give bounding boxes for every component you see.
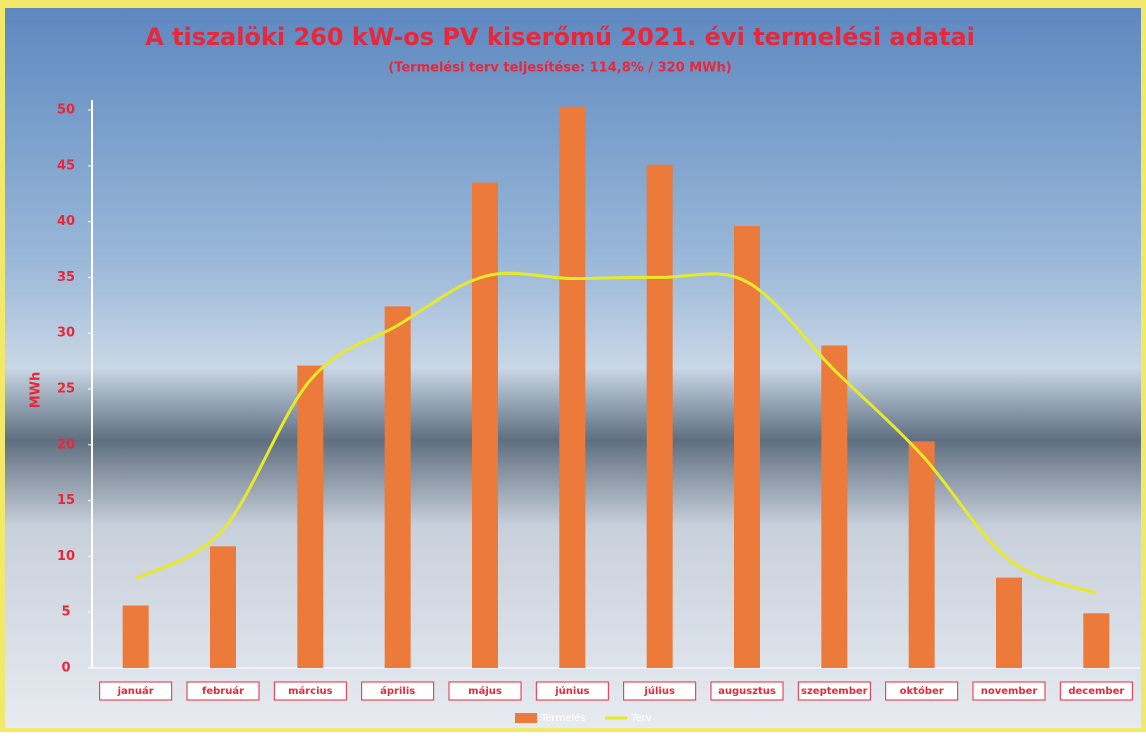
x-tick-label: február	[202, 685, 244, 697]
x-tick-label: január	[117, 685, 154, 697]
x-tick-label: november	[981, 686, 1038, 697]
y-tick-label: 5	[61, 605, 70, 620]
y-tick-label: 35	[57, 270, 75, 285]
bar	[646, 164, 673, 668]
bar	[384, 306, 411, 668]
y-tick-label: 20	[57, 437, 75, 452]
x-label-box	[186, 681, 260, 701]
y-axis-label: MWh	[29, 372, 44, 409]
x-tick-label: március	[288, 685, 333, 697]
x-tick-label: április	[380, 685, 415, 697]
y-tick-label: 25	[57, 382, 75, 397]
y-tick-label: 10	[57, 549, 75, 564]
y-tick-label: 45	[57, 158, 75, 173]
x-label-box	[273, 681, 347, 701]
x-tick-label: augusztus	[718, 686, 776, 697]
x-label-box	[885, 681, 959, 701]
bar	[821, 345, 848, 668]
x-label-box	[972, 681, 1046, 701]
bar	[122, 605, 149, 668]
x-tick-label: június	[554, 685, 589, 697]
x-label-box	[535, 681, 609, 701]
legend-label: Termelés	[540, 712, 586, 724]
legend-swatch	[515, 713, 537, 723]
y-tick-label: 40	[57, 214, 75, 229]
x-tick-label: szeptember	[801, 686, 868, 697]
bar	[297, 365, 324, 668]
x-tick-label: december	[1068, 686, 1124, 697]
x-label-box	[1059, 681, 1133, 701]
x-label-box	[361, 681, 435, 701]
x-label-box	[797, 681, 871, 701]
bar	[559, 106, 586, 669]
legend-label: Terv	[630, 713, 652, 724]
y-tick-label: 50	[57, 103, 75, 118]
y-tick-label: 0	[61, 661, 70, 676]
y-tick-label: 30	[57, 326, 75, 341]
x-label-box	[623, 681, 697, 701]
chart-title: A tiszalöki 260 kW-os PV kiserőmű 2021. …	[145, 23, 975, 51]
x-label-box	[99, 681, 173, 701]
line	[134, 271, 1097, 595]
x-tick-label: július	[643, 685, 675, 697]
x-tick-label: október	[900, 685, 944, 697]
bar	[1083, 613, 1110, 668]
bar	[734, 226, 760, 668]
y-tick-label: 15	[57, 493, 75, 508]
bar	[996, 577, 1022, 668]
bar	[472, 182, 498, 669]
bar	[210, 546, 236, 668]
bar	[908, 441, 935, 668]
x-tick-label: május	[468, 685, 502, 697]
chart-subtitle: (Termelési terv teljesítése: 114,8% / 32…	[388, 61, 731, 76]
x-label-box	[448, 681, 522, 701]
x-label-box	[710, 681, 784, 701]
